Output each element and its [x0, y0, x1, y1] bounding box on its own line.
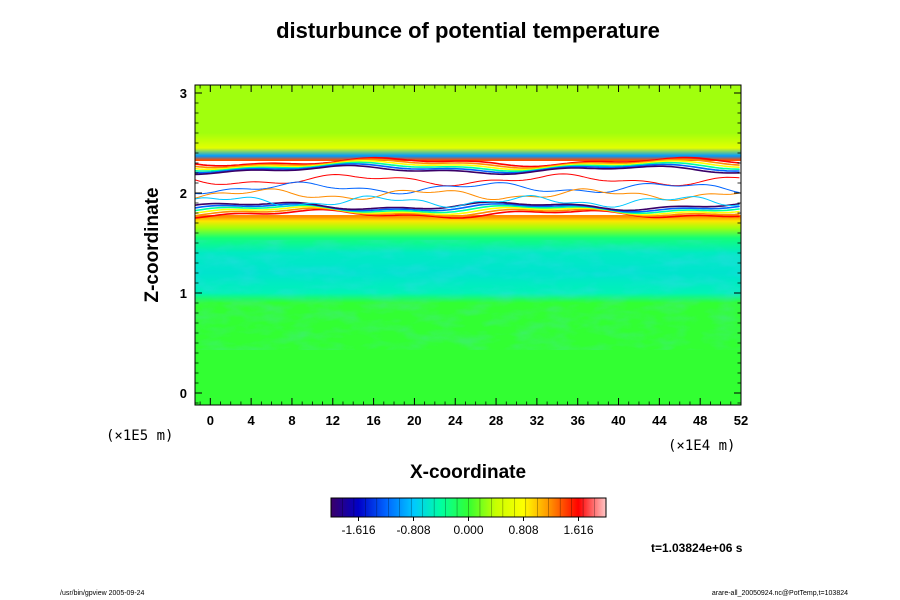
- band-top-edge: [195, 163, 740, 174]
- colorbar-ticks: -1.616 -0.808 0.000 0.808 1.616: [341, 498, 595, 537]
- x-axis-label: X-coordinate: [410, 462, 526, 483]
- x-tick-label: 44: [652, 413, 667, 428]
- colorbar-tick-label: 0.000: [453, 523, 483, 537]
- x-tick-label: 0: [207, 413, 214, 428]
- band-top-edge: [195, 161, 740, 172]
- footer-left-text: /usr/bin/gpview 2005-09-24: [60, 590, 145, 597]
- footer-right-text: arare-all_20050924.nc@PotTemp,t=103824: [712, 590, 848, 597]
- band-filament: [195, 181, 740, 195]
- x-tick-label: 48: [693, 413, 707, 428]
- x-unit-label: (×1E4 m): [668, 438, 735, 454]
- band-bottom-edge: [195, 201, 740, 212]
- colorbar-tick-label: 0.808: [508, 523, 538, 537]
- x-tick-label: 12: [326, 413, 340, 428]
- turbulence-texture: [195, 240, 741, 350]
- band-top-edge: [195, 160, 740, 171]
- x-tick-label: 32: [530, 413, 544, 428]
- x-tick-label: 4: [248, 413, 256, 428]
- x-tick-label: 36: [570, 413, 584, 428]
- colorbar-tick-label: 1.616: [563, 523, 593, 537]
- band-top-edge: [195, 156, 740, 168]
- band-filament: [195, 194, 740, 208]
- y-axis-label: Z-coordinate: [142, 187, 163, 302]
- y-tick-label: 0: [180, 386, 187, 401]
- y-unit-label: (×1E5 m): [106, 428, 173, 444]
- plot-frame: [194, 84, 742, 406]
- band-bottom-edge: [195, 203, 740, 213]
- colorbar: -1.616 -0.808 0.000 0.808 1.616: [330, 497, 607, 537]
- x-tick-label: 52: [734, 413, 748, 428]
- x-tick-label: 40: [611, 413, 625, 428]
- band-bottom-edge: [195, 208, 740, 219]
- colorbar-tick-label: -0.808: [396, 523, 430, 537]
- saturated-band: [195, 156, 741, 219]
- band-top-edge: [195, 158, 740, 169]
- x-tick-label: 24: [448, 413, 463, 428]
- band-bottom-edge: [195, 205, 740, 216]
- y-axis-ticks: 0 1 2 3: [180, 86, 741, 404]
- band-filament: [195, 188, 740, 201]
- x-tick-label: 8: [288, 413, 295, 428]
- chart-title: disturbunce of potential temperature: [276, 18, 660, 43]
- x-tick-label: 16: [366, 413, 380, 428]
- band-filament: [195, 173, 740, 187]
- x-tick-label: 20: [407, 413, 421, 428]
- colorbar-tick-label: -1.616: [341, 523, 375, 537]
- x-tick-label: 28: [489, 413, 503, 428]
- x-axis-ticks: 0 4 8 12 16 20 24 28 32 36 40 44 48 52: [199, 85, 748, 428]
- band-bottom-edge: [195, 207, 740, 217]
- y-tick-label: 1: [180, 286, 187, 301]
- y-tick-label: 2: [180, 186, 187, 201]
- time-label: t=1.03824e+06 s: [651, 541, 743, 555]
- band-top-edge: [195, 164, 740, 176]
- y-tick-label: 3: [180, 86, 187, 101]
- colorbar-frame: [330, 497, 607, 518]
